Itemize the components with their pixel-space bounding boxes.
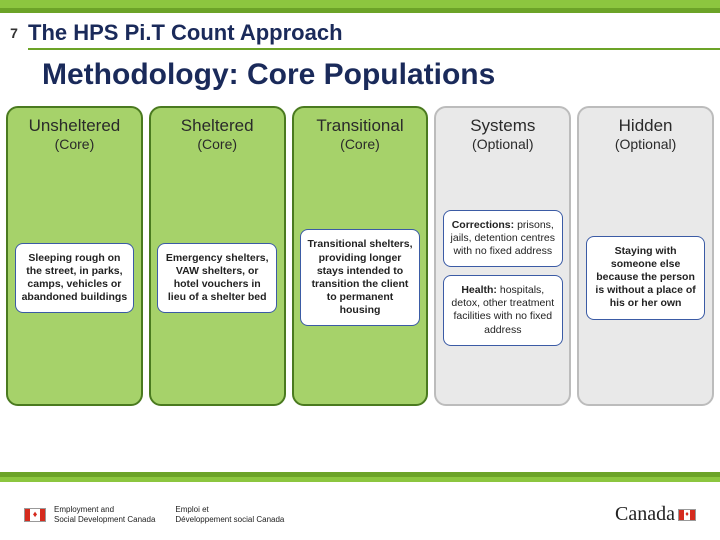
accent-bar-gap [0, 13, 720, 16]
column-title: Sheltered [181, 116, 254, 136]
box-bold-text: Staying with someone else because the pe… [595, 245, 695, 310]
canada-flag-icon: ♦ [24, 508, 46, 522]
column-title: Systems [470, 116, 535, 136]
column-unsheltered: Unsheltered(Core) Sleeping rough on the s… [6, 106, 143, 406]
accent-bar-upper [0, 0, 720, 8]
page-title: Methodology: Core Populations [42, 58, 720, 92]
box-bold-text: Transitional shelters, providing longer … [307, 238, 412, 316]
column-body: Transitional shelters, providing longer … [298, 162, 423, 394]
header-row: 7 The HPS Pi.T Count Approach [0, 16, 720, 48]
canada-wordmark: Canada ♦ [615, 503, 696, 526]
description-box: Staying with someone else because the pe… [586, 236, 706, 320]
column-systems: Systems(Optional) Corrections: prisons, j… [434, 106, 571, 406]
footer-logos: ♦ Employment and Social Development Cana… [0, 503, 720, 526]
column-body: Sleeping rough on the street, in parks, … [12, 162, 137, 394]
header-underline [28, 48, 720, 50]
box-bold-text: Corrections: [452, 219, 514, 231]
column-hidden: Hidden(Optional) Staying with someone els… [577, 106, 714, 406]
column-body: Emergency shelters, VAW shelters, or hot… [155, 162, 280, 394]
box-bold-text: Sleeping rough on the street, in parks, … [22, 252, 128, 303]
description-box: Sleeping rough on the street, in parks, … [15, 243, 135, 314]
column-title: Unsheltered [29, 116, 121, 136]
column-subtitle: (Core) [340, 136, 380, 152]
top-accent-bar [0, 0, 720, 16]
dept-en-line2: Social Development Canada [54, 515, 155, 525]
dept-name-fr: Emploi et Développement social Canada [175, 505, 284, 524]
columns-container: Unsheltered(Core)Sleeping rough on the s… [0, 106, 720, 406]
column-subtitle: (Optional) [472, 136, 533, 152]
column-subtitle: (Core) [197, 136, 237, 152]
column-title: Hidden [619, 116, 673, 136]
description-box: Emergency shelters, VAW shelters, or hot… [157, 243, 277, 314]
govt-signature: ♦ Employment and Social Development Cana… [24, 505, 284, 524]
dept-name-en: Employment and Social Development Canada [54, 505, 155, 524]
column-body: Staying with someone else because the pe… [583, 162, 708, 394]
slide-pretitle: The HPS Pi.T Count Approach [28, 20, 343, 46]
dept-fr-line1: Emploi et [175, 505, 284, 515]
description-box: Corrections: prisons, jails, detention c… [443, 210, 563, 267]
page-number: 7 [0, 25, 28, 41]
wordmark-flag-icon: ♦ [678, 509, 696, 521]
column-transitional: Transitional(Core) Transitional shelters,… [292, 106, 429, 406]
column-body: Corrections: prisons, jails, detention c… [440, 162, 565, 394]
wordmark-text: Canada [615, 503, 675, 526]
footer-bar-lower [0, 477, 720, 482]
column-subtitle: (Core) [55, 136, 95, 152]
column-sheltered: Sheltered(Core) Emergency shelters, VAW s… [149, 106, 286, 406]
column-subtitle: (Optional) [615, 136, 676, 152]
box-bold-text: Health: [461, 284, 497, 296]
description-box: Health: hospitals, detox, other treatmen… [443, 275, 563, 346]
dept-fr-line2: Développement social Canada [175, 515, 284, 525]
footer-accent-bar [0, 472, 720, 482]
dept-en-line1: Employment and [54, 505, 155, 515]
column-title: Transitional [316, 116, 403, 136]
box-bold-text: Emergency shelters, VAW shelters, or hot… [166, 252, 269, 303]
description-box: Transitional shelters, providing longer … [300, 229, 420, 326]
